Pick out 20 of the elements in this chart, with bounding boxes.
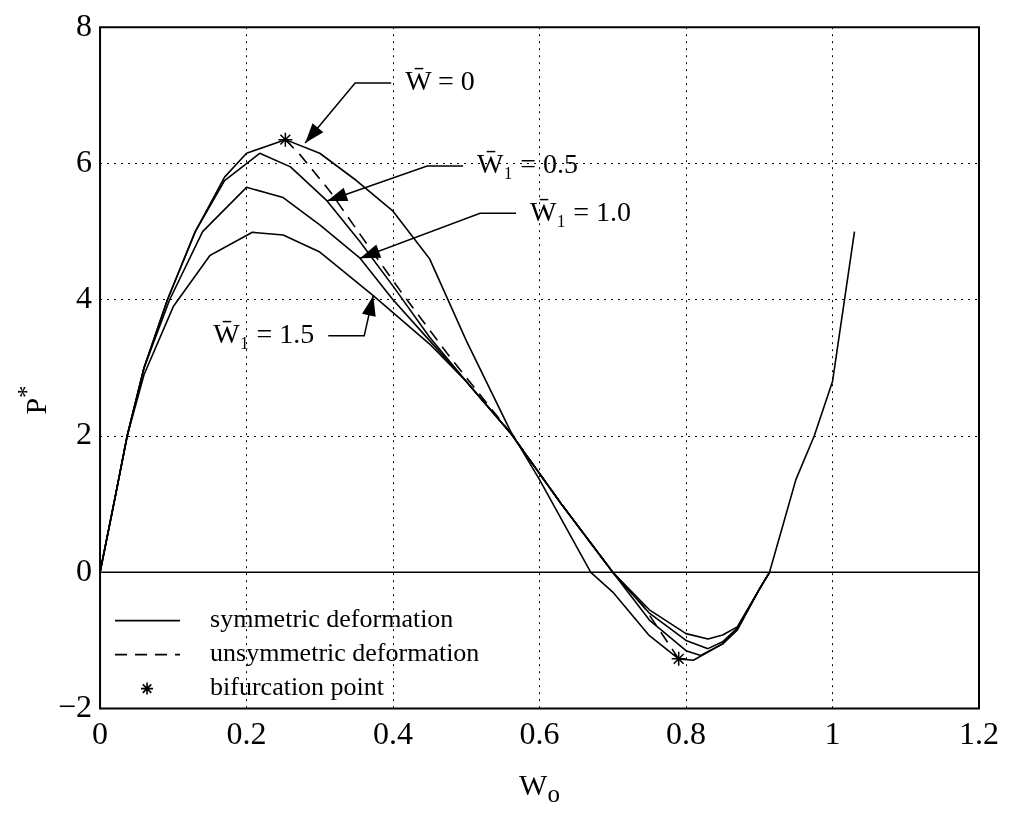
y-tick-label: 4	[76, 279, 93, 316]
annotation: W̄₁ = 1.5	[213, 318, 315, 350]
annotation: W̄₁ = 0.5	[477, 148, 579, 180]
x-tick-label: 0.4	[373, 715, 414, 752]
legend-label: unsymmetric deformation	[210, 638, 480, 668]
x-tick-label: 0.6	[519, 715, 560, 752]
x-tick-label: 1	[824, 715, 841, 752]
y-tick-label: 8	[76, 6, 93, 43]
legend-label: bifurcation point	[210, 672, 385, 702]
y-tick-label: 6	[76, 142, 93, 179]
annotation: W̄₁ = 1.0	[530, 195, 632, 227]
y-tick-label: −2	[58, 688, 93, 725]
x-axis-title: W$_{o}$	[518, 768, 561, 808]
x-tick-label: 0.2	[226, 715, 267, 752]
x-tick-label: 0.8	[666, 715, 707, 752]
y-tick-label: 2	[76, 415, 93, 452]
annotation: W̄ = 0	[405, 65, 475, 97]
legend-label: symmetric deformation	[210, 604, 454, 634]
y-tick-label: 0	[76, 551, 93, 588]
x-tick-label: 1.2	[959, 715, 999, 752]
